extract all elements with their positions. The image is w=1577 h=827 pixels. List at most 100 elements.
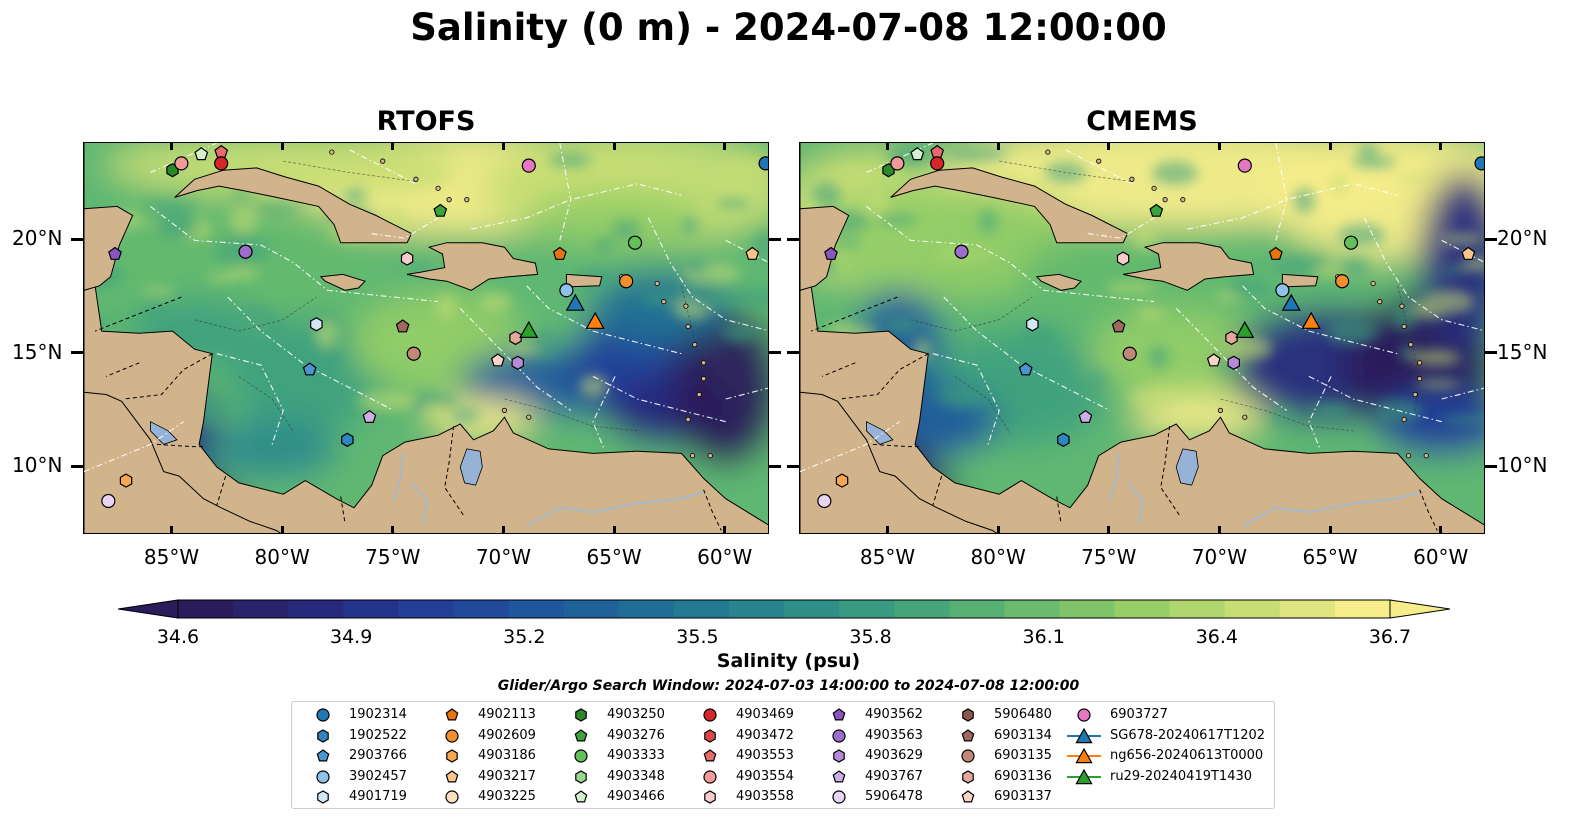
- legend-marker-icon: [317, 790, 329, 805]
- panel-title-rtofs: RTOFS: [376, 106, 476, 137]
- colorbar-segment: [178, 600, 234, 618]
- lake-maracaibo: [1175, 448, 1199, 486]
- legend-marker-icon: [703, 708, 717, 722]
- axis-tick: [769, 464, 781, 468]
- marker-4903217: [1461, 246, 1476, 260]
- lake-maracaibo: [459, 448, 483, 486]
- marker-ng656-20240613T0000: [585, 311, 605, 329]
- landmass: [800, 143, 1484, 533]
- marker-ru29-20240419T1430: [519, 320, 539, 338]
- legend-marker-icon: [1067, 727, 1101, 743]
- marker-4902609: [619, 274, 634, 289]
- country-border: [1419, 489, 1438, 531]
- colorbar-segment: [949, 600, 1005, 618]
- marker-4902113: [552, 246, 567, 260]
- legend-marker-icon: [833, 749, 845, 763]
- axis-tick: [1217, 526, 1221, 534]
- marker-4903276: [433, 203, 448, 217]
- colorbar-segment: [1279, 600, 1336, 618]
- landmass: [84, 143, 768, 533]
- marker-6903727: [1237, 158, 1252, 173]
- legend-marker-icon: [832, 790, 846, 804]
- land-puerto-rico: [565, 273, 603, 288]
- legend-shape-marker: [317, 790, 329, 805]
- marker-4902609: [1335, 274, 1350, 289]
- marker-5906478: [817, 493, 832, 509]
- marker-4903333: [1343, 235, 1359, 250]
- lake-nicaragua: [866, 421, 894, 445]
- figure-title: Salinity (0 m) - 2024-07-08 12:00:00: [410, 6, 1167, 49]
- legend-marker-icon: [317, 728, 329, 743]
- axis-tick: [723, 142, 727, 150]
- colorbar-tick-label: 36.4: [1195, 626, 1238, 648]
- legend-label: 4903562: [865, 707, 923, 722]
- colorbar-segment: [563, 600, 620, 618]
- legend-marker-icon: [1077, 708, 1091, 722]
- legend-label: ru29-20240419T1430: [1110, 768, 1253, 784]
- legend-shape-marker: [575, 770, 587, 784]
- country-border: [703, 489, 722, 531]
- legend-label: 4903225: [478, 789, 536, 805]
- legend-marker-icon: [446, 749, 458, 763]
- colorbar-segment: [1059, 600, 1116, 618]
- land-jamaica: [319, 273, 366, 291]
- small-islands: [329, 149, 713, 459]
- axis-tick: [886, 526, 890, 534]
- axis-tick: [1485, 351, 1497, 355]
- country-border: [105, 362, 140, 377]
- axis-tick: [391, 526, 395, 534]
- map-panel-cmems: [799, 142, 1485, 534]
- legend-marker-icon: [445, 728, 459, 743]
- legend-shape-marker: [445, 708, 459, 721]
- legend-label: ng656-20240613T0000: [1110, 748, 1264, 764]
- legend-label: 4902113: [478, 707, 536, 722]
- marker-4903466: [194, 147, 209, 161]
- marker-SG678-20240617T1202: [1281, 293, 1301, 311]
- marker-4903276: [1149, 203, 1164, 217]
- lat-tick-label-left: 10°N: [12, 453, 63, 478]
- legend-triangle-marker: [1075, 727, 1093, 743]
- colorbar-extend-high: [1389, 599, 1450, 619]
- legend-label: 4901719: [349, 789, 407, 805]
- axis-tick: [996, 142, 1000, 150]
- legend-marker-icon: [704, 728, 716, 743]
- river-line: [526, 491, 704, 527]
- legend-shape-marker: [833, 749, 845, 763]
- axis-tick: [1217, 142, 1221, 150]
- country-border: [216, 475, 227, 506]
- legend-label: 4903276: [607, 727, 665, 743]
- legend-shape-marker: [703, 770, 717, 784]
- marker-4903558: [1116, 251, 1130, 266]
- legend-label: 6903135: [994, 748, 1052, 764]
- marker-4903558: [400, 251, 414, 266]
- axis-tick: [71, 351, 83, 355]
- legend-label: 4902609: [478, 727, 536, 743]
- colorbar-tick-label: 34.9: [329, 626, 373, 648]
- legend-label: 3902457: [349, 768, 407, 784]
- legend-shape-marker: [445, 790, 459, 804]
- land-pacific-coast: [84, 391, 282, 533]
- legend-label: 4903466: [607, 789, 665, 805]
- axis-tick: [787, 351, 799, 355]
- legend-marker-icon: [574, 749, 588, 763]
- legend-marker-icon: [1067, 747, 1101, 764]
- marker-4903333: [627, 235, 643, 250]
- axis-tick: [280, 142, 284, 150]
- legend-shape-marker: [445, 728, 459, 743]
- legend-marker-icon: [962, 770, 974, 784]
- country-border: [1160, 426, 1182, 518]
- marker-4901719: [1026, 317, 1039, 332]
- legend-label: 4903563: [865, 727, 923, 743]
- marker-5906478: [101, 493, 116, 509]
- float-markers: [101, 144, 768, 509]
- lon-tick-label: 60°W: [1413, 545, 1469, 569]
- land-cuba: [174, 167, 413, 244]
- axis-tick: [1439, 526, 1443, 534]
- land-hispaniola: [1122, 242, 1255, 291]
- lon-tick-label: 60°W: [697, 545, 753, 569]
- country-border: [94, 296, 182, 332]
- legend-label: 4903472: [736, 727, 794, 743]
- marker-6903137: [490, 353, 505, 367]
- colorbar-segment: [839, 600, 895, 618]
- marker-4903554: [890, 156, 905, 171]
